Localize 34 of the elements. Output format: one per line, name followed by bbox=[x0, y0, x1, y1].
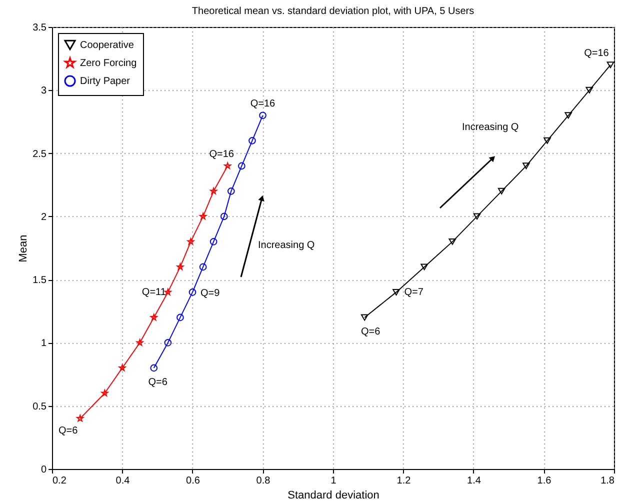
legend-label: Dirty Paper bbox=[80, 76, 131, 87]
annotation: Q=16 bbox=[209, 148, 234, 160]
annotation: Q=16 bbox=[584, 48, 610, 59]
x-tick-label: 0.4 bbox=[116, 476, 130, 486]
x-tick-label: 1.4 bbox=[467, 476, 482, 486]
legend-label: Cooperative bbox=[80, 40, 134, 51]
x-axis-title: Standard deviation bbox=[288, 490, 380, 502]
y-tick-label: 2 bbox=[40, 212, 47, 223]
annotation: Q=9 bbox=[200, 288, 220, 300]
annotation: Q=16 bbox=[250, 98, 276, 110]
annotation: Q=6 bbox=[148, 376, 168, 388]
annotation: Increasing Q bbox=[258, 240, 315, 251]
annotation: Increasing Q bbox=[462, 122, 519, 133]
x-tick-label: 1.6 bbox=[537, 476, 552, 486]
y-axis-title: Mean bbox=[18, 234, 30, 262]
y-tick-label: 3 bbox=[40, 86, 47, 97]
chart-title: Theoretical mean vs. standard deviation plot, with UPA, 5 Users bbox=[192, 6, 474, 17]
x-tick-label: 0.6 bbox=[186, 476, 200, 486]
annotation: Q=6 bbox=[361, 326, 381, 338]
annotation: Q=11 bbox=[142, 287, 166, 298]
x-tick-label: 0.8 bbox=[256, 476, 271, 486]
legend-label: Zero Forcing bbox=[80, 58, 137, 69]
x-tick-label: 1.2 bbox=[396, 476, 412, 486]
x-tick-label: 1.8 bbox=[600, 476, 615, 486]
y-tick-label: 1.5 bbox=[32, 275, 47, 286]
x-tick-label: 1 bbox=[330, 476, 337, 486]
annotation: Q=7 bbox=[404, 287, 424, 298]
y-tick-label: 2.5 bbox=[32, 148, 47, 160]
y-tick-label: 0 bbox=[40, 464, 47, 476]
annotation: Q=6 bbox=[58, 425, 78, 436]
x-tick-label: 0.2 bbox=[52, 476, 67, 486]
y-tick-label: 3.5 bbox=[32, 22, 47, 34]
y-tick-label: 0.5 bbox=[32, 401, 47, 412]
y-tick-label: 1 bbox=[40, 338, 47, 350]
